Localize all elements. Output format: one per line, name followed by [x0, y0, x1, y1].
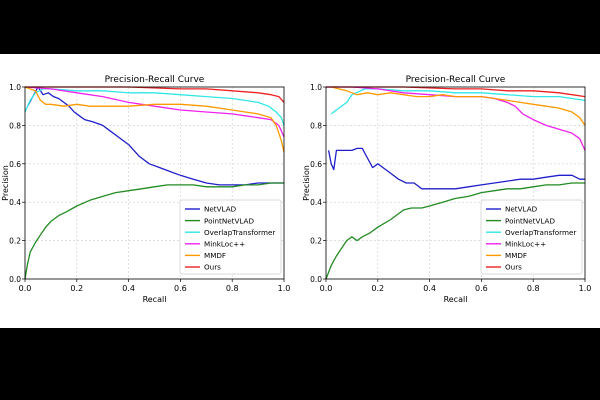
caption-b-part-4: 536	[496, 356, 527, 375]
x-tick-label: 0.8	[226, 284, 239, 293]
plot-frame	[325, 86, 586, 280]
caption-a: (a) H05 9 115 700	[0, 356, 300, 376]
legend-entry: NetVLAD	[505, 205, 538, 214]
legend-box	[480, 199, 583, 275]
x-tick-label: 0.2	[70, 284, 83, 293]
chart-a: Precision-Recall Curve 0.0 0.2 0.4 0.6 0.8 1.0…	[1, 75, 290, 304]
caption-a-part-4: 700	[200, 356, 232, 375]
caption-b-part-3: 80	[465, 356, 487, 375]
caption-a-underscore	[191, 372, 200, 374]
series-line-netvlad	[327, 147, 585, 190]
x-tick-label: 0.4	[423, 284, 436, 293]
series-line-mmdf	[24, 86, 285, 153]
chart-title: Precision-Recall Curve	[105, 75, 205, 85]
y-tick-label: 0.0	[9, 275, 21, 284]
series-line-minkloc-	[326, 86, 586, 151]
legend-entry: MinkLoc++	[204, 240, 245, 249]
x-tick-label: 0.6	[475, 284, 488, 293]
caption-b-part-1: (b) N03	[373, 356, 436, 375]
x-tick-label: 0.0	[19, 284, 32, 293]
y-tick-label: 0.6	[310, 160, 322, 169]
series-line-ours	[326, 86, 586, 98]
x-tick-label: 0.6	[174, 284, 187, 293]
legend-entry: OverlapTransformer	[505, 228, 576, 237]
series-line-pointnetvlad	[325, 182, 585, 280]
legend: NetVLAD PointNetVLAD OverlapTransformer Min…	[480, 199, 583, 275]
caption-a-underscore	[151, 372, 160, 374]
y-tick-label: 1.0	[310, 83, 322, 92]
x-tick-label: 0.4	[122, 284, 135, 293]
figure-panel: Precision-Recall Curve 0.0 0.2 0.4 0.6 0.8 1.0…	[0, 54, 600, 375]
y-tick-label: 0.6	[9, 160, 21, 169]
legend-entry: OverlapTransformer	[204, 228, 275, 237]
legend-entry: Ours	[204, 263, 221, 272]
y-tick-label: 0.2	[9, 237, 21, 246]
series-line-minkloc-	[24, 86, 285, 138]
caption-b-underscore	[487, 372, 496, 374]
figure-svg: Precision-Recall Curve 0.0 0.2 0.4 0.6 0.8 1.0…	[1, 75, 591, 304]
caption-a-part-3: 115	[160, 356, 191, 375]
caption-b-part-2: 2	[445, 356, 456, 375]
legend-entry: PointNetVLAD	[204, 216, 254, 225]
y-tick-label: 0.4	[9, 198, 21, 207]
caption-b: (b) N03 2 80 536	[300, 356, 600, 376]
x-axis-label: Recall	[143, 295, 167, 304]
x-tick-label: 1.0	[579, 284, 592, 293]
plot-frame	[24, 86, 285, 280]
series-line-pointnetvlad	[24, 182, 284, 280]
series-line-overlaptransformer	[330, 88, 586, 115]
y-axis-label: Precision	[1, 165, 10, 201]
caption-b-underscore	[456, 372, 465, 374]
caption-b-underscore	[436, 372, 445, 374]
x-tick-label: 0.2	[371, 284, 384, 293]
series-line-netvlad	[27, 86, 284, 186]
series-line-overlaptransformer	[24, 88, 285, 126]
chart-title: Precision-Recall Curve	[406, 75, 506, 85]
legend: NetVLAD PointNetVLAD OverlapTransformer Min…	[179, 199, 282, 275]
legend-entry: Ours	[505, 263, 522, 272]
y-tick-label: 0.8	[9, 121, 21, 130]
caption-a-underscore	[131, 372, 140, 374]
y-tick-label: 0.2	[310, 237, 322, 246]
legend-entry: MMDF	[204, 251, 226, 260]
y-tick-label: 0.4	[310, 198, 322, 207]
caption-a-part-1: (a) H05	[68, 356, 131, 375]
legend-entry: PointNetVLAD	[505, 216, 555, 225]
x-axis-label: Recall	[444, 295, 468, 304]
legend-entry: MinkLoc++	[505, 240, 546, 249]
y-axis-label: Precision	[302, 165, 311, 201]
x-tick-label: 0.8	[527, 284, 540, 293]
chart-b: Precision-Recall Curve 0.0 0.2 0.4 0.6 0.8 1.0…	[302, 75, 591, 304]
x-tick-label: 0.0	[320, 284, 333, 293]
legend-entry: NetVLAD	[204, 205, 237, 214]
y-tick-label: 1.0	[9, 83, 21, 92]
series-line-mmdf	[331, 86, 586, 126]
y-tick-label: 0.8	[310, 121, 322, 130]
legend-entry: MMDF	[505, 251, 527, 260]
y-tick-label: 0.0	[310, 275, 322, 284]
x-tick-label: 1.0	[278, 284, 291, 293]
legend-box	[179, 199, 282, 275]
caption-a-part-2: 9	[140, 356, 151, 375]
